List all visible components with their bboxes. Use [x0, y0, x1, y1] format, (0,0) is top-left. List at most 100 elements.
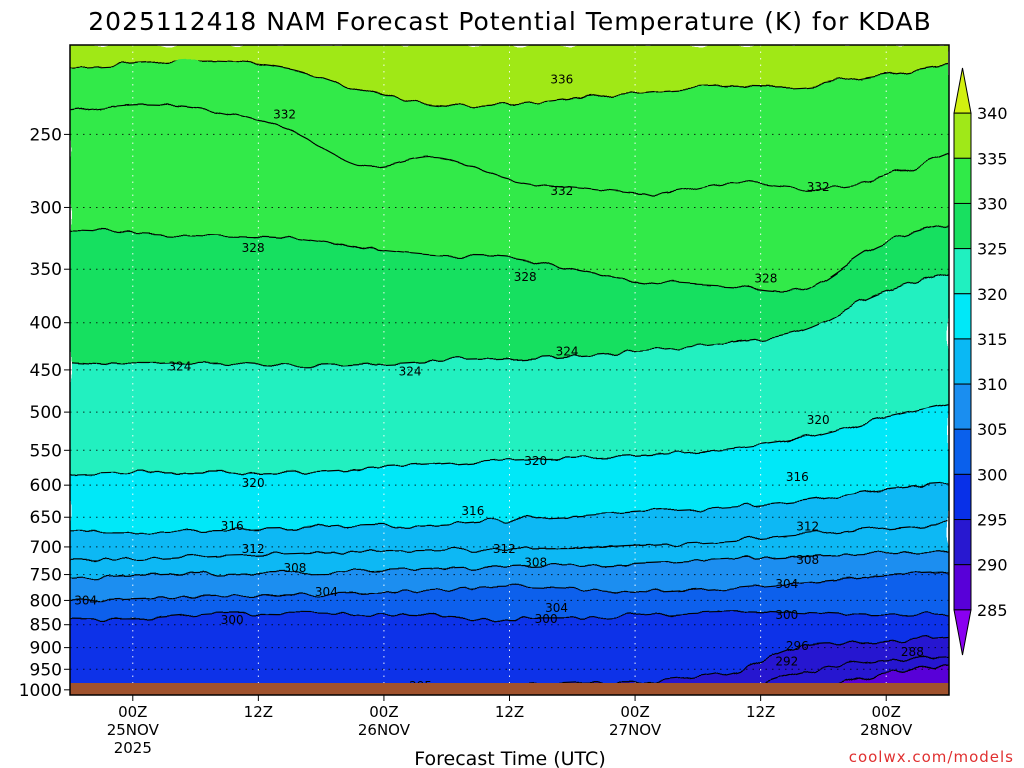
y-tick-label-700: 700 [30, 538, 62, 558]
colorbar-label-330: 330 [977, 194, 1008, 213]
y-tick-label-750: 750 [30, 566, 62, 586]
x-axis-label: Forecast Time (UTC) [414, 748, 605, 768]
contour-label-304: 304 [74, 593, 97, 607]
plot-area: 336 332 332 332 328 328 328 324 324 324 320 320 320 3… [70, 45, 949, 695]
band-below-296 [70, 636, 949, 695]
contour-label-308: 308 [796, 553, 819, 567]
contour-328 [70, 222, 949, 293]
contour-label-312: 312 [493, 542, 516, 556]
contour-label-320: 320 [242, 476, 265, 490]
contour-label-324: 324 [399, 365, 422, 379]
y-tick-label-400: 400 [30, 314, 62, 334]
colorbar-segment-5 [953, 383, 972, 430]
y-tick-label-950: 950 [30, 660, 62, 680]
ground-strip [70, 683, 949, 695]
colorbar-label-310: 310 [977, 375, 1008, 394]
x-tick-label-30-1: 26NOV [358, 721, 411, 739]
y-tick-label-600: 600 [30, 476, 62, 496]
colorbar-label-315: 315 [977, 330, 1008, 349]
colorbar-label-305: 305 [977, 420, 1008, 439]
colorbar-segment-2 [953, 519, 972, 566]
colorbar-label-300: 300 [977, 465, 1008, 484]
y-tick-label-550: 550 [30, 441, 62, 461]
contour-label-288: 288 [901, 645, 924, 659]
y-tick-label-300: 300 [30, 198, 62, 218]
y-tick-label-900: 900 [30, 639, 62, 659]
colorbar-label-290: 290 [977, 556, 1008, 575]
x-tick-label-66-0: 12Z [746, 703, 775, 721]
x-tick-label-6-1: 25NOV [107, 721, 160, 739]
y-tick-label-450: 450 [30, 361, 62, 381]
contour-label-300: 300 [775, 608, 798, 622]
colorbar-segment-1 [953, 564, 972, 611]
colorbar: 285 290 295 300 305 310 315 320 325 330 335 340 [953, 67, 1008, 656]
x-tick-label-78-0: 00Z [872, 703, 901, 721]
contour-320 [70, 403, 949, 477]
x-tick-label-54-0: 00Z [620, 703, 649, 721]
contour-label-312: 312 [796, 519, 819, 533]
contour-label-332: 332 [273, 108, 296, 122]
colorbar-segment-9 [953, 202, 972, 250]
y-tick-label-850: 850 [30, 616, 62, 636]
x-tick-label-18-0: 12Z [244, 703, 273, 721]
contour-label-336: 336 [550, 73, 573, 87]
grid-lines [70, 45, 949, 695]
contour-label-304: 304 [545, 601, 568, 615]
contour-label-332: 332 [550, 184, 573, 198]
y-tick-label-800: 800 [30, 591, 62, 611]
contour-312 [70, 521, 949, 561]
contour-label-292: 292 [775, 655, 798, 669]
colorbar-segment-7 [953, 293, 972, 340]
chart-title: 2025112418 NAM Forecast Potential Temper… [88, 7, 931, 36]
colorbar-label-325: 325 [977, 240, 1008, 259]
contour-label-304: 304 [775, 577, 798, 591]
contour-label-320: 320 [807, 413, 830, 427]
x-tick-label-6-2: 2025 [114, 739, 152, 757]
contour-label-316: 316 [461, 504, 484, 518]
colorbar-bottom-arrow [953, 609, 972, 656]
colorbar-label-340: 340 [977, 104, 1008, 123]
y-tick-label-250: 250 [30, 125, 62, 145]
contour-label-300: 300 [535, 612, 558, 626]
contour-304 [70, 571, 949, 601]
x-tick-label-42-0: 12Z [495, 703, 524, 721]
contour-336 [70, 60, 949, 107]
colorbar-segment-4 [953, 428, 972, 475]
contour-label-328: 328 [242, 241, 265, 255]
colorbar-label-295: 295 [977, 511, 1008, 530]
contour-label-304: 304 [315, 585, 338, 599]
colorbar-label-335: 335 [977, 149, 1008, 168]
contour-label-324: 324 [168, 359, 191, 373]
contour-label-316: 316 [221, 519, 244, 533]
contour-label-332: 332 [807, 180, 830, 194]
contour-label-308: 308 [284, 561, 307, 575]
colorbar-segment-8 [953, 248, 972, 295]
y-tick-label-500: 500 [30, 403, 62, 423]
pressure-axis: 250 300 350 400 450 500 550 600 650 700 750 800 850 9… [19, 125, 70, 701]
contour-300 [70, 610, 949, 620]
x-tick-label-54-1: 27NOV [609, 721, 662, 739]
colorbar-segment-10 [953, 157, 972, 204]
watermark: coolwx.com/models [849, 748, 1014, 766]
colorbar-label-285: 285 [977, 601, 1008, 620]
contour-labels: 336 332 332 332 328 328 328 324 324 324 320 320 320 3… [74, 73, 924, 693]
y-tick-label-350: 350 [30, 260, 62, 280]
colorbar-label-320: 320 [977, 285, 1008, 304]
contour-308 [70, 550, 949, 580]
contour-332 [70, 103, 949, 195]
y-tick-label-650: 650 [30, 508, 62, 528]
contour-label-328: 328 [754, 271, 777, 285]
contour-label-328: 328 [514, 270, 537, 284]
colorbar-segment-3 [953, 473, 972, 521]
contour-label-324: 324 [556, 345, 579, 359]
x-tick-label-78-1: 28NOV [860, 721, 913, 739]
contour-label-312: 312 [242, 542, 265, 556]
x-tick-label-6-0: 00Z [118, 703, 147, 721]
x-tick-label-30-0: 00Z [369, 703, 398, 721]
contour-label-320: 320 [524, 454, 547, 468]
contour-324 [70, 270, 949, 367]
colorbar-segment-11 [953, 112, 972, 159]
colorbar-segment-6 [953, 338, 972, 385]
